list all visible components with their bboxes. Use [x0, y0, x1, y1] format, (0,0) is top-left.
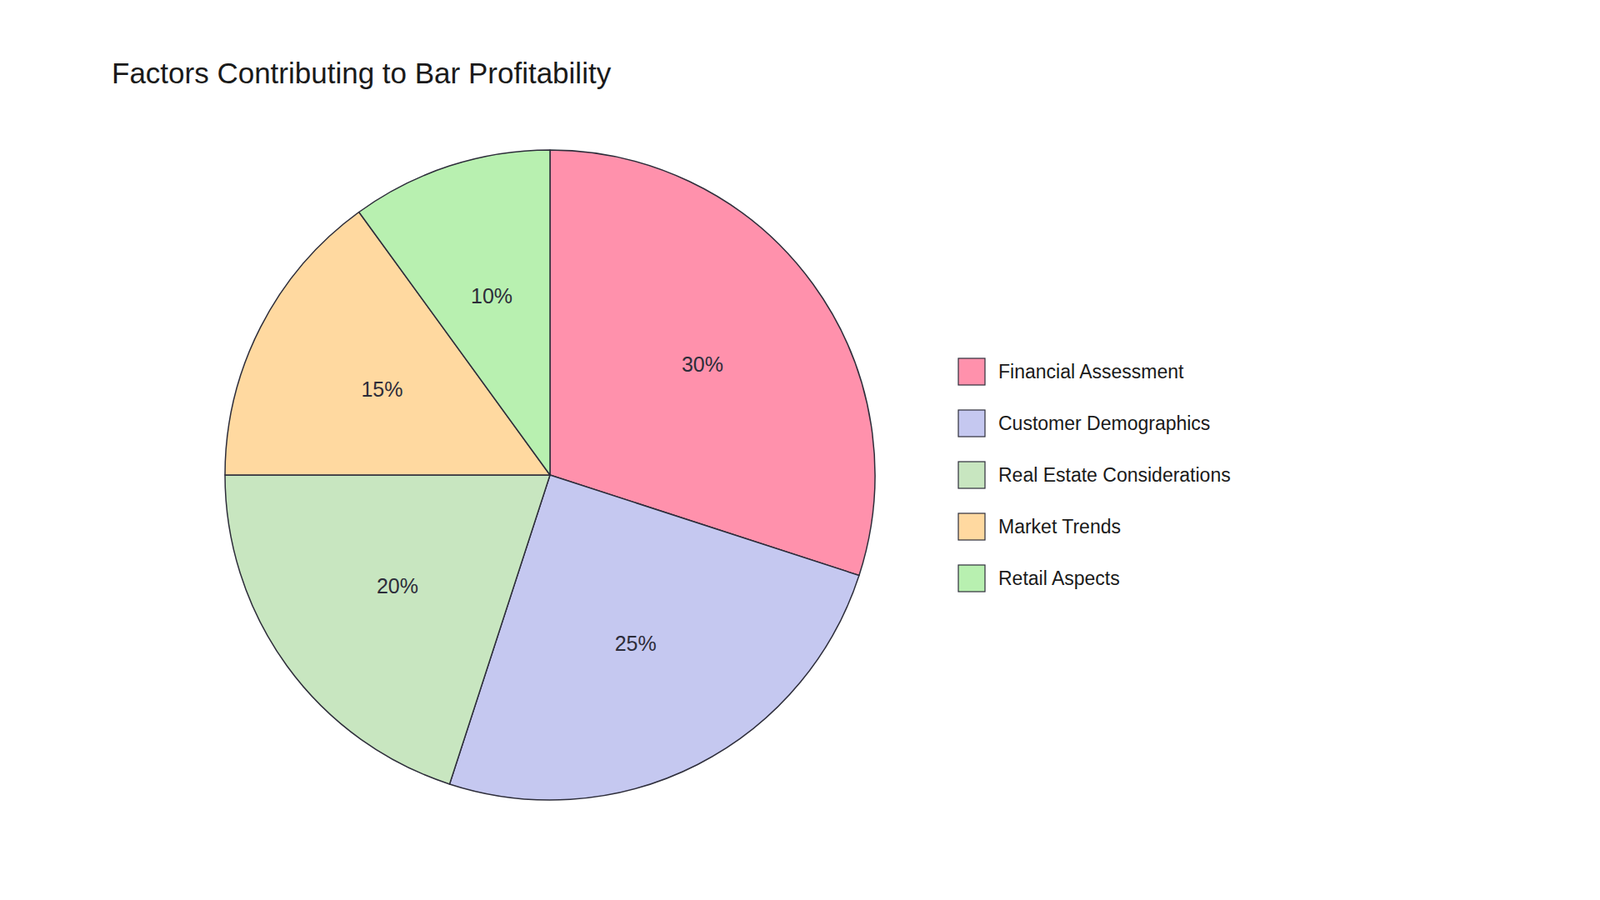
- legend-swatch: [958, 565, 985, 592]
- legend-swatch: [958, 358, 985, 385]
- legend-swatch: [958, 410, 985, 437]
- data-label: 15%: [360, 377, 403, 401]
- legend-label: Financial Assessment: [998, 360, 1185, 383]
- legend-label: Real Estate Considerations: [998, 464, 1231, 486]
- legend: Financial Assessment Customer Demographic…: [958, 358, 1231, 592]
- slice: [225, 475, 550, 785]
- legend-label: Retail Aspects: [998, 567, 1120, 590]
- data-label: 30%: [681, 352, 724, 376]
- data-label: 25%: [615, 631, 657, 655]
- background: [0, 0, 1600, 900]
- title: Factors Contributing to Bar Profitabilit…: [111, 56, 612, 90]
- slice-labels: 30% 25% 20% 15% 10%: [360, 284, 724, 655]
- legend-label: Market Trends: [998, 515, 1121, 538]
- data-label: 20%: [376, 574, 419, 598]
- chart: Factors Contributing to Bar Profitabilit…: [0, 0, 1600, 900]
- data-label: 10%: [470, 284, 513, 308]
- legend-swatch: [958, 461, 985, 489]
- slices: [225, 150, 875, 800]
- chart-container: Factors Contributing to Bar Profitabilit…: [0, 0, 1600, 900]
- legend-swatch: [958, 513, 985, 540]
- legend-label: Customer Demographics: [998, 412, 1210, 435]
- slice: [359, 150, 550, 475]
